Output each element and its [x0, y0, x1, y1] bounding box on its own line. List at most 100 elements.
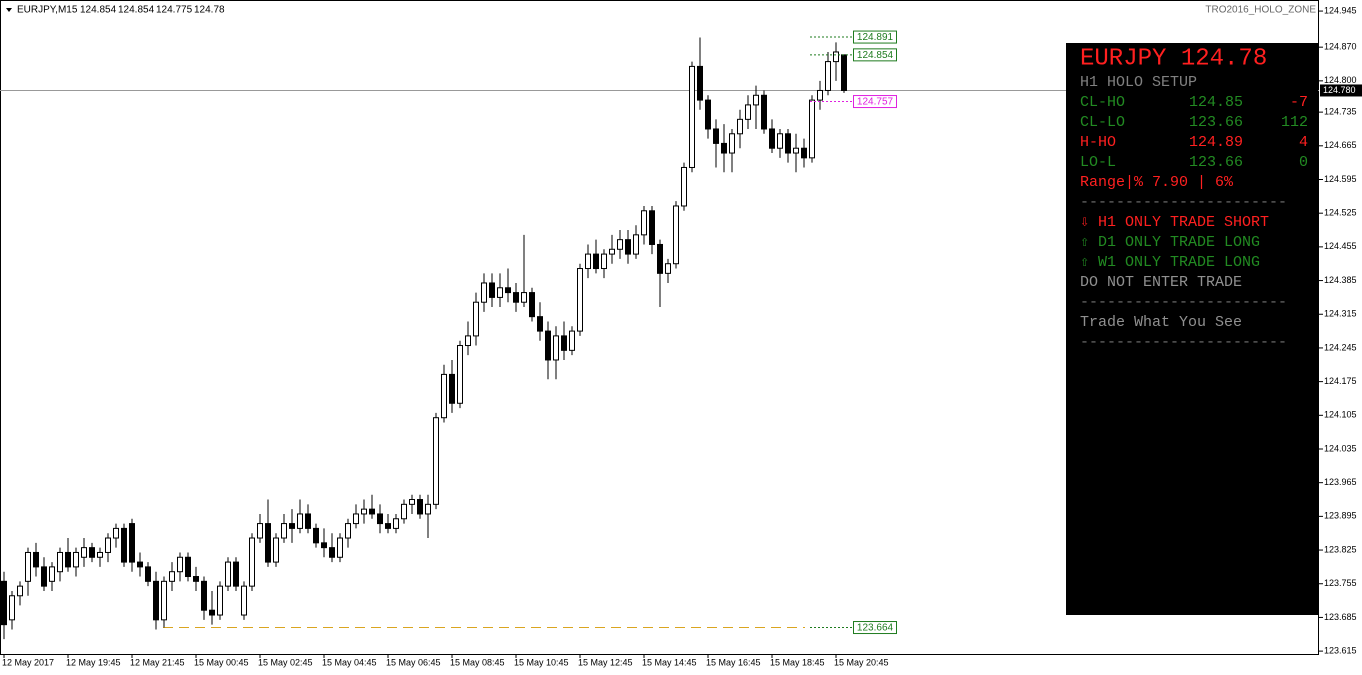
candle-body [641, 210, 647, 236]
candle-body [17, 585, 23, 597]
candle-body [97, 551, 103, 558]
candle-body [785, 133, 791, 154]
candle-body [73, 551, 79, 568]
x-tick-label: 15 May 04:45 [322, 657, 377, 667]
candle-body [633, 234, 639, 255]
y-tick-label: 124.595 [1324, 174, 1357, 184]
y-tick-label: 123.615 [1324, 645, 1357, 655]
y-tick-label: 124.665 [1324, 140, 1357, 150]
y-tick-label: 123.825 [1324, 544, 1357, 554]
candle-body [489, 282, 495, 298]
candle-body [321, 542, 327, 549]
candle-body [649, 210, 655, 245]
candle-body [113, 527, 119, 539]
candle-body [697, 65, 703, 101]
candle-body [441, 373, 447, 419]
y-tick-label: 124.800 [1324, 75, 1357, 85]
x-tick-label: 15 May 00:45 [194, 657, 249, 667]
candle-body [601, 253, 607, 270]
candle-body [401, 503, 407, 520]
panel-line: ----------------------- [1080, 194, 1287, 211]
panel-cell: LO-L [1080, 154, 1116, 171]
candle-body [345, 523, 351, 539]
candle-body [609, 248, 615, 255]
panel-line: ⇧ W1 ONLY TRADE LONG [1080, 254, 1260, 271]
candle-body [777, 133, 783, 149]
candle-body [537, 316, 543, 332]
header-value: 124.775 [156, 5, 193, 16]
header-value: 124.854 [118, 5, 155, 16]
candle-body [505, 287, 511, 294]
candle-body [425, 503, 431, 515]
candle-body [449, 373, 455, 404]
y-tick-label: 124.735 [1324, 107, 1357, 117]
panel-cell: CL-HO [1080, 94, 1125, 111]
symbol: EURJPY,M15 [17, 5, 78, 16]
candle-body [521, 292, 527, 303]
candle-body [81, 547, 87, 558]
indicator-name: TRO2016_HOLO_ZONE [1205, 5, 1316, 16]
candle-body [25, 551, 31, 582]
candle-body [569, 330, 575, 351]
y-tick-label: 124.945 [1324, 5, 1357, 15]
panel-line: DO NOT ENTER TRADE [1080, 274, 1242, 291]
candle-body [33, 551, 39, 568]
menu-arrow[interactable] [6, 8, 12, 12]
panel-cell: 123.66 [1189, 114, 1243, 131]
x-tick-label: 12 May 21:45 [130, 657, 185, 667]
candle-body [305, 513, 311, 529]
candle-body [665, 263, 671, 274]
x-tick-label: 15 May 12:45 [578, 657, 633, 667]
candle-body [9, 595, 15, 621]
x-tick-label: 15 May 08:45 [450, 657, 505, 667]
panel-cell: 0 [1299, 154, 1308, 171]
candle-body [377, 513, 383, 525]
candle-body [297, 513, 303, 529]
candle-body [201, 580, 207, 611]
level-tag-box [853, 30, 897, 44]
candle-body [313, 527, 319, 544]
candle-body [753, 94, 759, 106]
candle-body [177, 556, 183, 573]
candle-body [209, 609, 215, 616]
candle-body [545, 330, 551, 361]
header-value: 124.78 [194, 5, 225, 16]
current-price-label: 124.780 [1323, 85, 1356, 95]
candle-body [385, 523, 391, 529]
level-tag-box [853, 621, 897, 635]
candle-body [49, 566, 55, 582]
panel-cell: 123.66 [1189, 154, 1243, 171]
holo-panel [1066, 43, 1318, 615]
candle-body [41, 566, 47, 587]
candle-body [721, 142, 727, 154]
y-tick-label: 123.965 [1324, 477, 1357, 487]
x-tick-label: 12 May 2017 [2, 657, 54, 667]
header-value: 124.854 [80, 5, 117, 16]
candle-body [481, 282, 487, 303]
candle-body [473, 301, 479, 337]
candle-body [433, 417, 439, 505]
candle-body [161, 580, 167, 621]
candle-body [89, 547, 95, 558]
panel-line: Range|% 7.90 | 6% [1080, 174, 1234, 191]
candle-body [841, 54, 847, 91]
candle-body [137, 561, 143, 568]
candle-body [553, 335, 559, 361]
candle-body [745, 104, 751, 120]
level-tag: 124.891 [857, 32, 894, 43]
candle-body [705, 99, 711, 130]
candle-body [337, 537, 343, 558]
x-tick-label: 15 May 06:45 [386, 657, 441, 667]
candle-body [793, 147, 799, 154]
candle-body [801, 147, 807, 159]
candle-body [561, 335, 567, 351]
candle-body [145, 566, 151, 582]
candle-body [809, 99, 815, 159]
candle-body [281, 523, 287, 539]
candle-body [825, 61, 831, 91]
candle-body [577, 268, 583, 332]
candle-body [689, 65, 695, 168]
candle-body [57, 551, 63, 573]
x-tick-label: 15 May 20:45 [834, 657, 889, 667]
